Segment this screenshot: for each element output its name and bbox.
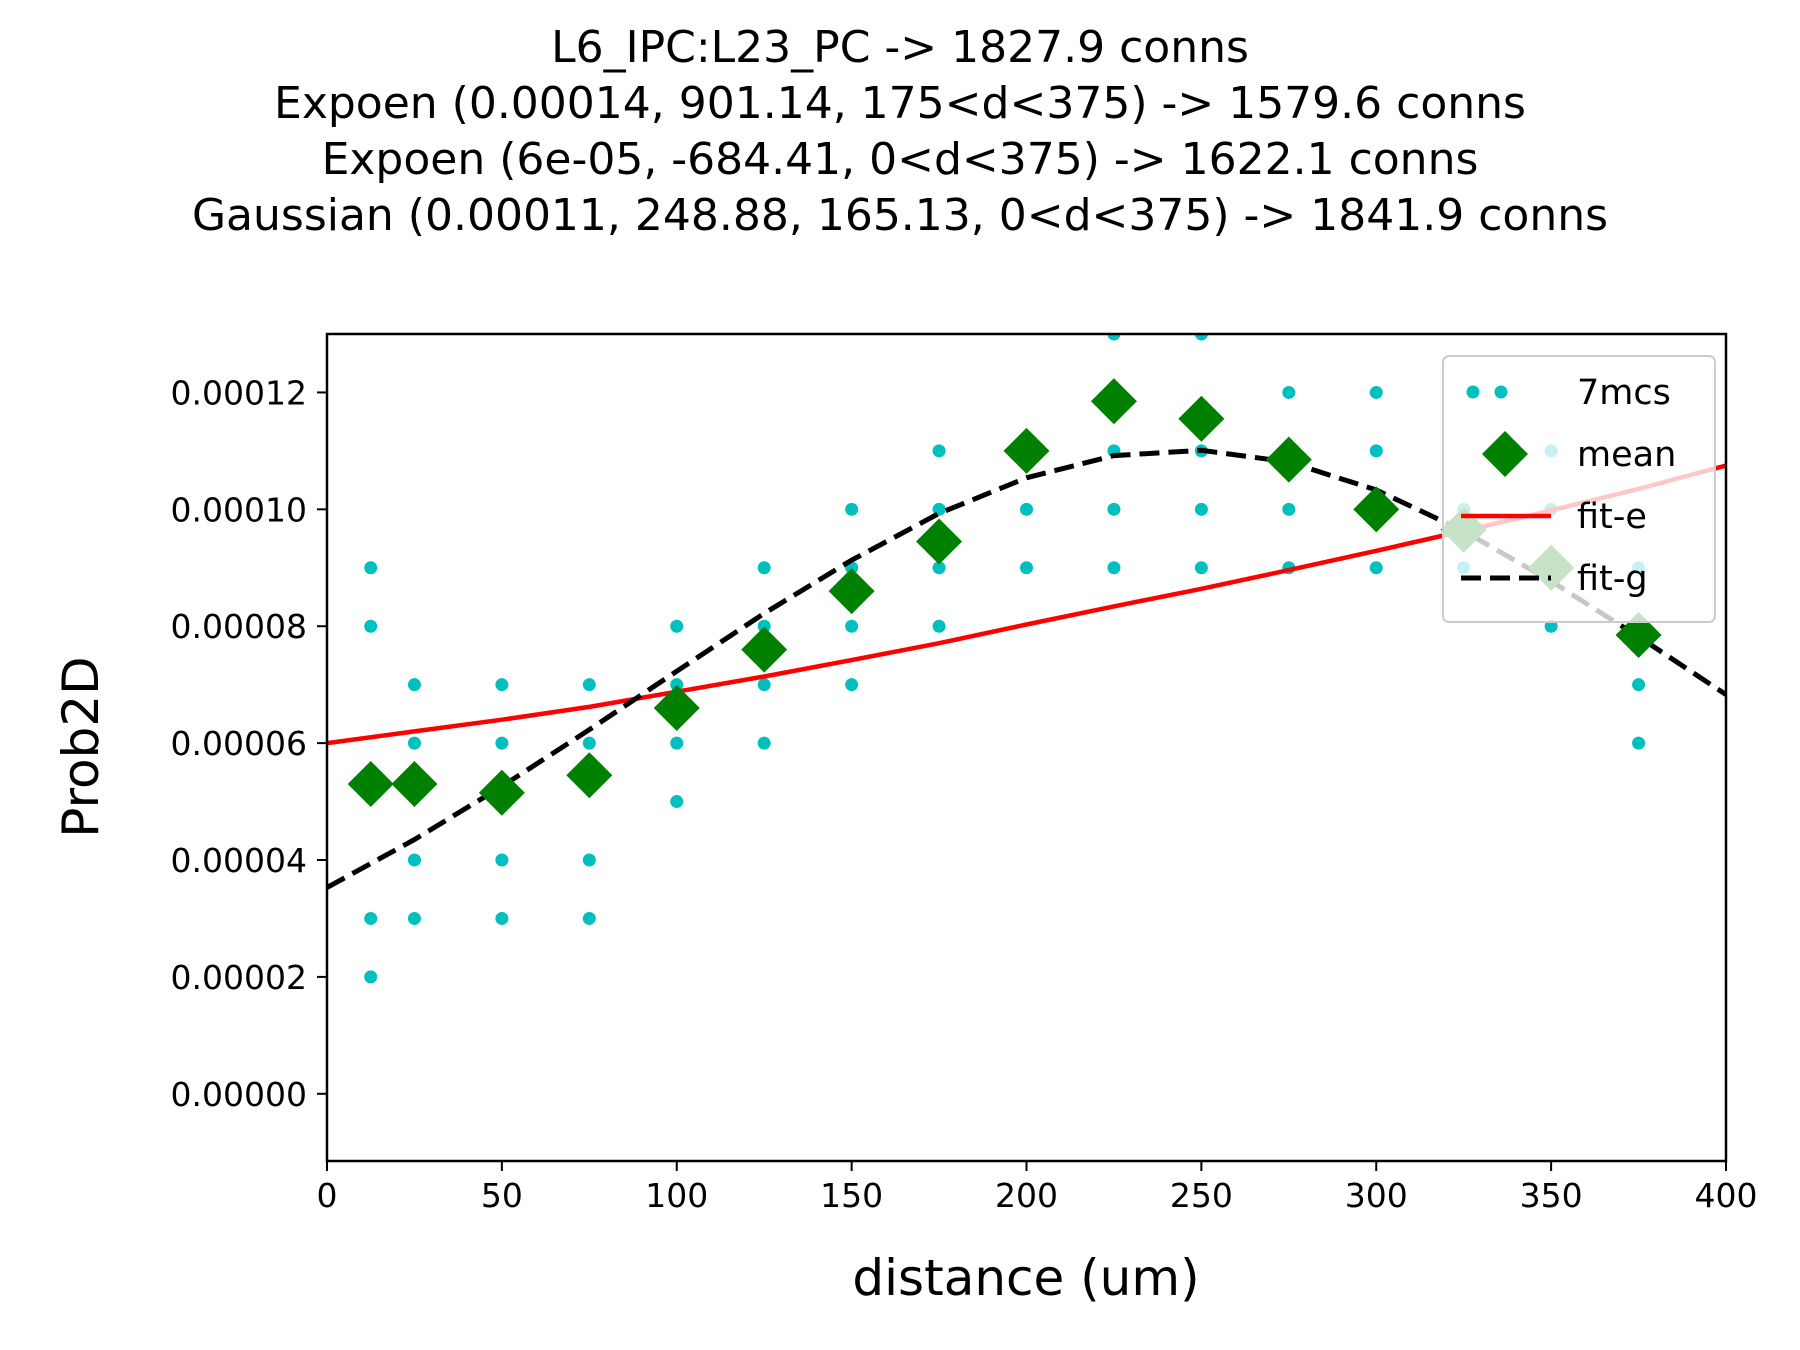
point-7mcs <box>582 911 596 925</box>
point-7mcs <box>582 853 596 867</box>
title-line-2: Expoen (0.00014, 901.14, 175<d<375) -> 1… <box>274 78 1526 129</box>
marker-mean <box>478 769 525 816</box>
point-7mcs <box>932 561 946 575</box>
point-7mcs <box>1107 502 1121 516</box>
point-7mcs <box>1282 502 1296 516</box>
marker-mean <box>653 685 700 732</box>
point-7mcs <box>1369 444 1383 458</box>
y-tick-label: 0.00012 <box>171 373 307 412</box>
point-7mcs <box>364 619 378 633</box>
point-7mcs <box>1194 334 1208 341</box>
legend-label-7mcs: 7mcs <box>1577 373 1671 413</box>
point-7mcs <box>495 736 509 750</box>
point-7mcs <box>757 736 771 750</box>
line-fit-g <box>327 447 1726 890</box>
marker-mean <box>391 761 438 808</box>
x-tick-label: 100 <box>645 1176 708 1215</box>
marker-mean <box>1353 486 1400 533</box>
point-7mcs <box>1369 561 1383 575</box>
legend-label-mean: mean <box>1577 435 1676 475</box>
legend-box <box>1442 355 1716 623</box>
marker-mean <box>916 518 963 565</box>
title-line-3: Expoen (6e-05, -684.41, 0<d<375) -> 1622… <box>322 134 1479 185</box>
title-line-4: Gaussian (0.00011, 248.88, 165.13, 0<d<3… <box>192 190 1608 241</box>
point-7mcs <box>757 678 771 692</box>
marker-mean <box>1090 378 1137 425</box>
point-7mcs <box>1107 334 1121 341</box>
point-7mcs <box>845 502 859 516</box>
x-tick-label: 300 <box>1345 1176 1408 1215</box>
point-7mcs <box>407 678 421 692</box>
point-7mcs <box>582 736 596 750</box>
title-line-1: L6_IPC:L23_PC -> 1827.9 conns <box>551 22 1249 73</box>
plot-frame <box>325 332 1728 1163</box>
point-7mcs <box>364 561 378 575</box>
point-7mcs <box>757 619 771 633</box>
y-tick-label: 0.00006 <box>171 724 307 763</box>
point-7mcs <box>1632 736 1646 750</box>
point-7mcs <box>845 678 859 692</box>
y-tick-label: 0.00002 <box>171 958 307 997</box>
chart-title: L6_IPC:L23_PC -> 1827.9 conns Expoen (0.… <box>192 22 1608 241</box>
point-7mcs <box>364 911 378 925</box>
legend-symbol-7mcs <box>1466 385 1480 399</box>
legend-symbol-7mcs <box>1494 385 1508 399</box>
x-tick-label: 50 <box>481 1176 523 1215</box>
point-7mcs <box>582 678 596 692</box>
marker-mean <box>1178 395 1225 442</box>
point-7mcs <box>1107 561 1121 575</box>
point-7mcs <box>1194 561 1208 575</box>
marker-mean <box>1003 427 1050 474</box>
y-axis-label: Prob2D <box>52 656 110 837</box>
point-7mcs <box>670 736 684 750</box>
point-7mcs <box>364 970 378 984</box>
point-7mcs <box>407 736 421 750</box>
point-7mcs <box>495 911 509 925</box>
marker-mean <box>566 752 613 799</box>
point-7mcs <box>670 619 684 633</box>
legend-symbol-mean <box>1482 431 1528 477</box>
y-tick-label: 0.00004 <box>171 841 307 880</box>
point-7mcs <box>495 853 509 867</box>
marker-mean <box>347 761 394 808</box>
point-7mcs <box>1194 502 1208 516</box>
x-tick-label: 250 <box>1170 1176 1233 1215</box>
point-7mcs <box>407 911 421 925</box>
point-7mcs <box>1020 502 1033 516</box>
legend: 7mcs mean fit-e fit-g <box>1442 355 1716 623</box>
x-tick-label: 400 <box>1695 1176 1758 1215</box>
marker-mean <box>1265 436 1312 483</box>
y-tick-label: 0.00010 <box>171 490 307 529</box>
x-axis-ticks: 0 50 100 150 200 250 300 350 400 <box>317 1161 1758 1215</box>
legend-label-fit-e: fit-e <box>1577 497 1647 537</box>
marker-mean <box>828 568 875 615</box>
point-7mcs <box>1369 385 1383 399</box>
x-tick-label: 200 <box>995 1176 1058 1215</box>
marker-mean <box>1615 611 1662 658</box>
point-7mcs <box>1020 561 1033 575</box>
point-7mcs <box>757 561 771 575</box>
y-tick-label: 0.00000 <box>171 1075 307 1114</box>
x-tick-label: 350 <box>1520 1176 1583 1215</box>
point-7mcs <box>407 853 421 867</box>
point-7mcs <box>670 678 684 692</box>
y-axis-ticks: 0.00000 0.00002 0.00004 0.00006 0.00008 0.000… <box>171 373 327 1114</box>
point-7mcs <box>670 795 684 809</box>
point-7mcs <box>932 444 946 458</box>
x-axis-label: distance (um) <box>852 1249 1199 1307</box>
point-7mcs <box>495 678 509 692</box>
x-tick-label: 150 <box>820 1176 883 1215</box>
x-tick-label: 0 <box>317 1176 338 1215</box>
point-7mcs <box>1282 385 1296 399</box>
point-7mcs <box>845 619 859 633</box>
point-7mcs <box>1632 678 1646 692</box>
point-7mcs <box>932 619 946 633</box>
y-tick-label: 0.00008 <box>171 607 307 646</box>
marker-mean <box>741 626 788 673</box>
legend-label-fit-g: fit-g <box>1577 559 1648 599</box>
